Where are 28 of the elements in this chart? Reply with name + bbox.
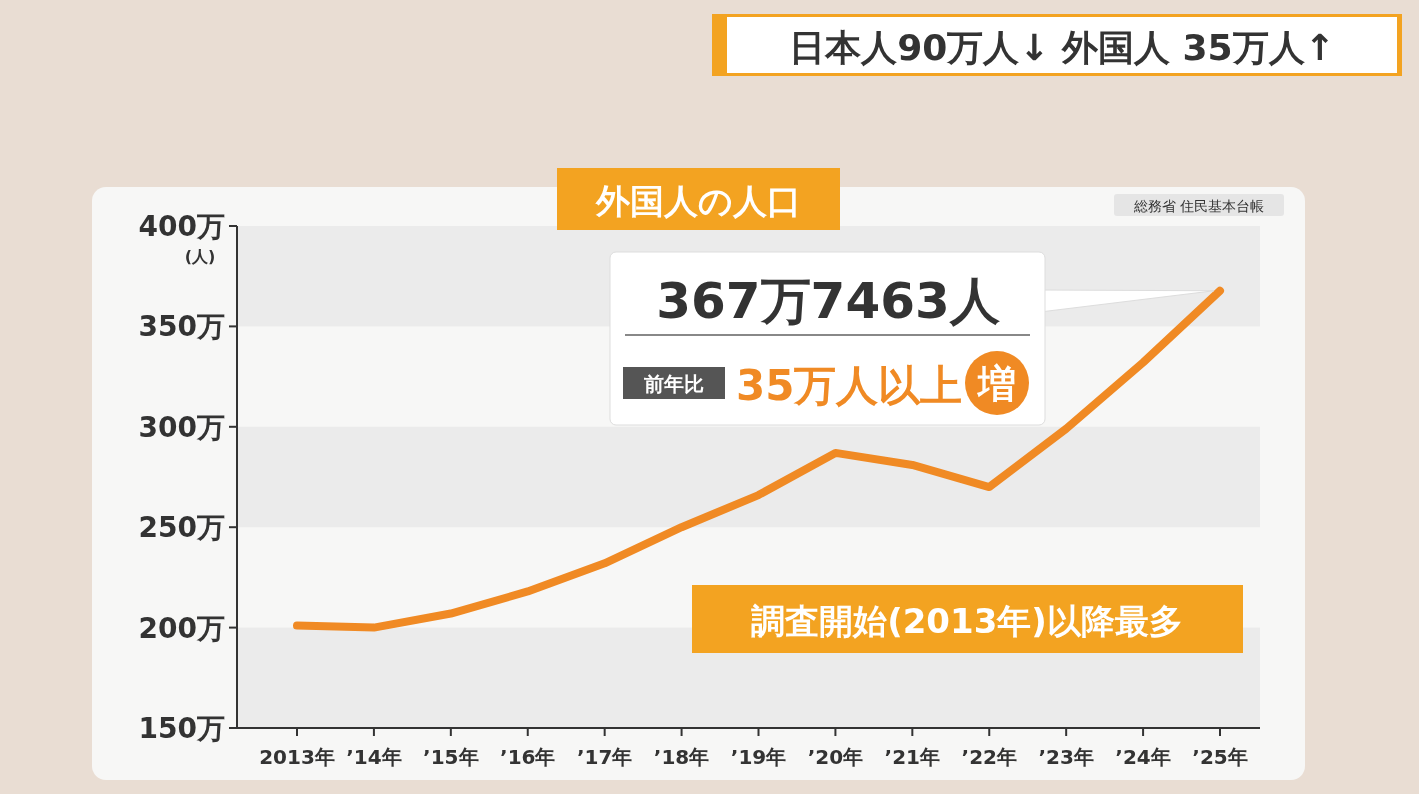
x-tick-label: ’22年 xyxy=(961,745,1017,769)
x-tick-label: ’23年 xyxy=(1038,745,1094,769)
chart-subtitle: 日本人90万人↓ 外国人 35万人↑ xyxy=(789,27,1335,68)
y-tick-label: 150万 xyxy=(138,712,225,745)
x-tick-label: ’25年 xyxy=(1192,745,1248,769)
annotation: 増 xyxy=(976,362,1016,406)
x-tick-label: ’17年 xyxy=(576,745,633,769)
x-tick-label: ’19年 xyxy=(730,745,787,769)
x-tick-label: ’20年 xyxy=(807,745,864,769)
y-tick-label: 400万 xyxy=(138,210,225,243)
x-tick-label: ’14年 xyxy=(346,745,402,769)
annotation: 前年比 xyxy=(643,372,704,396)
x-tick-label: ’18年 xyxy=(653,745,710,769)
y-tick-label: 200万 xyxy=(138,611,225,645)
annotation: 367万7463人 xyxy=(656,272,1000,330)
y-axis-title: (人) xyxy=(184,247,216,266)
x-tick-label: ’16年 xyxy=(500,745,556,769)
x-tick-label: ’21年 xyxy=(884,745,941,769)
x-tick-label: ’15年 xyxy=(423,745,479,769)
y-tick-label: 250万 xyxy=(138,511,225,545)
annotation: 調査開始(2013年)以降最多 xyxy=(751,601,1183,641)
chart-title: 外国人の人口 xyxy=(594,181,801,221)
y-tick-label: 300万 xyxy=(138,410,225,444)
x-tick-label: 2013年 xyxy=(259,745,335,769)
annotation: 35万人以上 xyxy=(736,361,963,410)
y-tick-label: 350万 xyxy=(138,310,225,344)
x-tick-label: ’24年 xyxy=(1115,745,1171,769)
text: 総務省 住民基本台帳 xyxy=(1132,198,1265,214)
